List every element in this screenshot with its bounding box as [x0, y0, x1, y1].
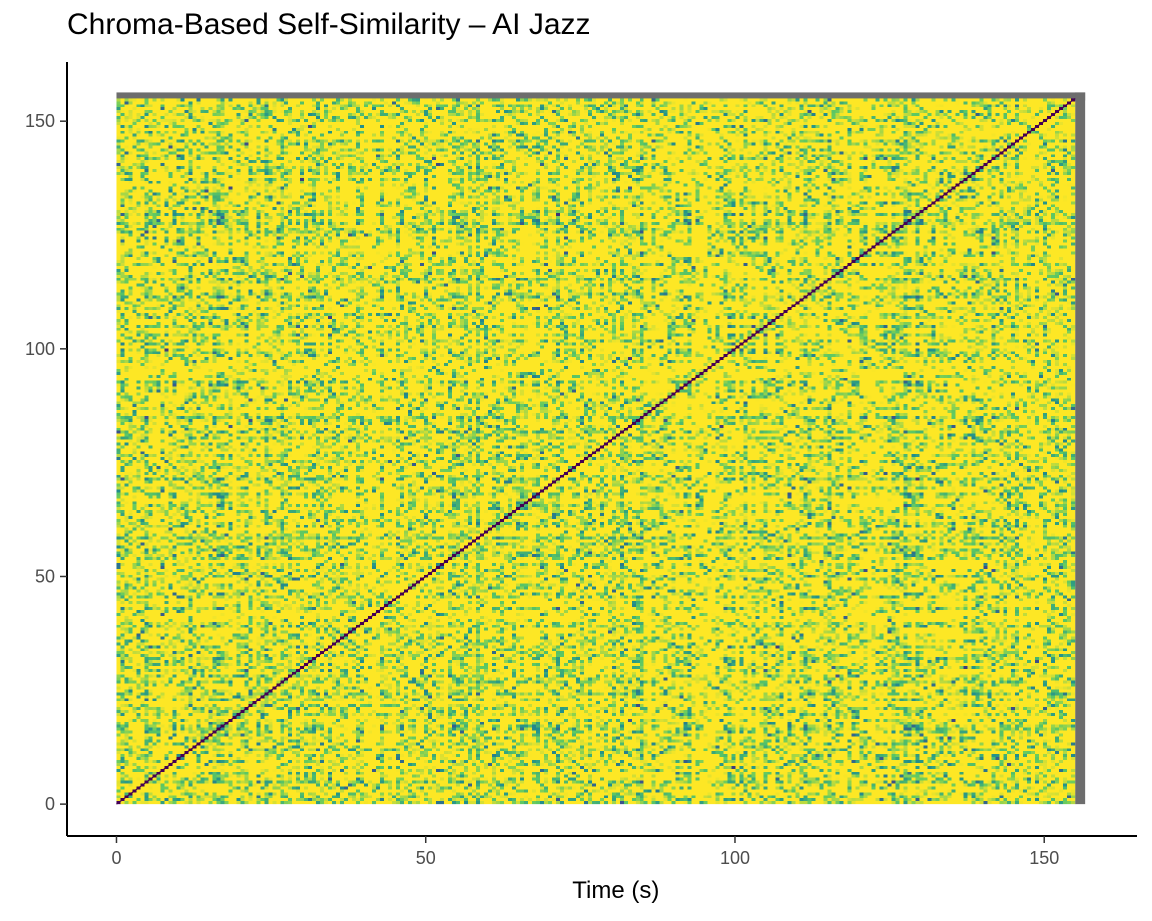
y-tick-label: 0 — [45, 794, 55, 814]
main-diagonal — [116, 97, 1076, 805]
padding-band-top — [116, 92, 1086, 101]
x-tick-label: 50 — [416, 848, 436, 868]
y-tick-label: 150 — [25, 111, 55, 131]
y-tick-label: 50 — [35, 566, 55, 586]
x-tick-label: 100 — [720, 848, 750, 868]
y-tick-label: 100 — [25, 339, 55, 359]
x-tick-label: 150 — [1029, 848, 1059, 868]
heatmap — [116, 92, 1086, 805]
y-axis-ticks: 0 50 100 150 — [25, 111, 67, 814]
x-axis-ticks: 0 50 100 150 — [111, 836, 1059, 868]
x-tick-label: 0 — [111, 848, 121, 868]
padding-band-right — [1075, 92, 1086, 805]
x-axis-title: Time (s) — [572, 877, 659, 904]
chart-title: Chroma-Based Self-Similarity – AI Jazz — [67, 8, 591, 41]
